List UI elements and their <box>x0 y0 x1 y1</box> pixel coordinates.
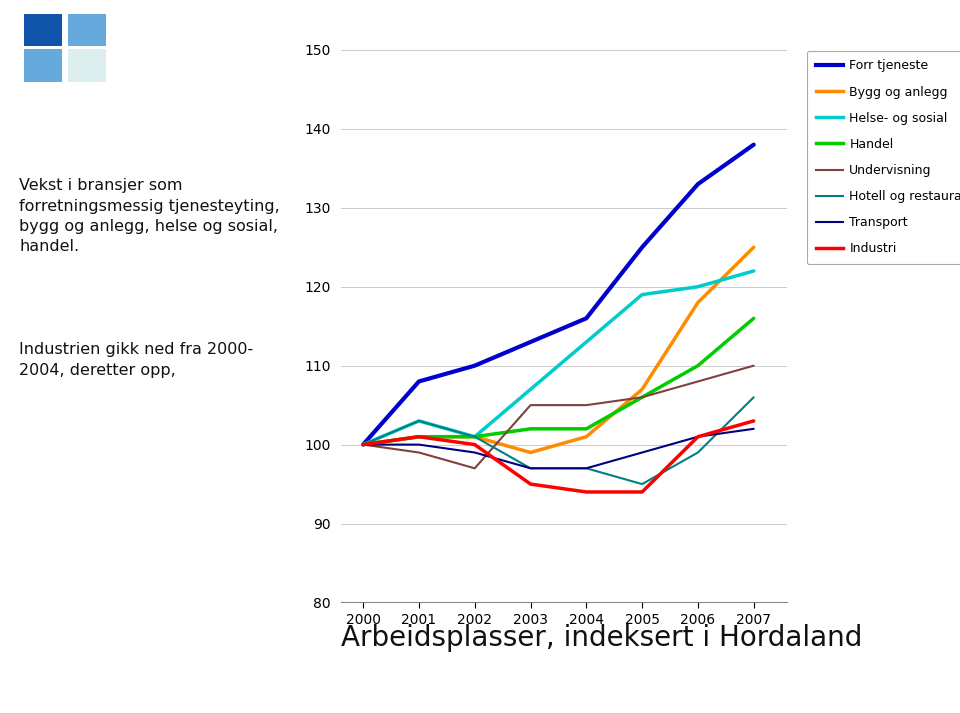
Bygg og anlegg <box>692 298 704 307</box>
Hotell og restaurant <box>469 432 481 441</box>
Handel <box>748 314 759 322</box>
Handel <box>469 432 481 441</box>
Text: 8: 8 <box>907 686 915 699</box>
Transport <box>636 448 648 457</box>
Undervisning <box>525 401 537 409</box>
Forr tjeneste <box>748 140 759 149</box>
Industri <box>636 488 648 496</box>
Industri <box>692 432 704 441</box>
Helse- og sosial <box>581 338 592 347</box>
Undervisning <box>469 464 481 473</box>
Undervisning <box>748 361 759 370</box>
Text: 22.04.2009: 22.04.2009 <box>24 686 91 699</box>
Bygg og anlegg <box>636 385 648 394</box>
Bar <box>24 49 61 82</box>
Line: Industri: Industri <box>363 421 754 492</box>
Text: Knut Vareide: Knut Vareide <box>125 686 201 699</box>
Handel <box>357 441 369 449</box>
Text: telemarksforsking.no: telemarksforsking.no <box>691 686 817 699</box>
Industri <box>357 441 369 449</box>
Forr tjeneste <box>636 243 648 252</box>
Bar <box>68 49 106 82</box>
Transport <box>581 464 592 473</box>
Bygg og anlegg <box>581 432 592 441</box>
Helse- og sosial <box>413 416 424 425</box>
Legend: Forr tjeneste, Bygg og anlegg, Helse- og sosial, Handel, Undervisning, Hotell og: Forr tjeneste, Bygg og anlegg, Helse- og… <box>806 51 960 264</box>
Helse- og sosial <box>469 432 481 441</box>
Line: Forr tjeneste: Forr tjeneste <box>363 145 754 445</box>
Transport <box>692 432 704 441</box>
Hotell og restaurant <box>413 416 424 425</box>
Bar <box>24 14 61 46</box>
Undervisning <box>357 441 369 449</box>
Handel <box>692 361 704 370</box>
Hotell og restaurant <box>636 480 648 488</box>
Hotell og restaurant <box>748 393 759 401</box>
Line: Handel: Handel <box>363 318 754 445</box>
Industri <box>413 432 424 441</box>
Undervisning <box>581 401 592 409</box>
Text: Vekst i bransjer som
forretningsmessig tjenesteyting,
bygg og anlegg, helse og s: Vekst i bransjer som forretningsmessig t… <box>19 178 280 255</box>
Forr tjeneste <box>692 180 704 188</box>
Line: Bygg og anlegg: Bygg og anlegg <box>363 247 754 453</box>
Transport <box>525 464 537 473</box>
Undervisning <box>692 377 704 386</box>
Industri <box>581 488 592 496</box>
Handel <box>413 432 424 441</box>
Transport <box>469 448 481 457</box>
Helse- og sosial <box>636 290 648 299</box>
Helse- og sosial <box>525 385 537 394</box>
Line: Hotell og restaurant: Hotell og restaurant <box>363 397 754 484</box>
Transport <box>413 441 424 449</box>
Hotell og restaurant <box>525 464 537 473</box>
Hotell og restaurant <box>581 464 592 473</box>
Forr tjeneste <box>357 441 369 449</box>
Hotell og restaurant <box>357 441 369 449</box>
Undervisning <box>413 448 424 457</box>
Handel <box>581 424 592 433</box>
Bygg og anlegg <box>748 243 759 252</box>
Forr tjeneste <box>469 361 481 370</box>
Handel <box>636 393 648 401</box>
Bygg og anlegg <box>357 441 369 449</box>
Industri <box>748 416 759 425</box>
Line: Undervisning: Undervisning <box>363 366 754 468</box>
Handel <box>525 424 537 433</box>
Helse- og sosial <box>357 441 369 449</box>
Helse- og sosial <box>748 267 759 275</box>
Hotell og restaurant <box>692 448 704 457</box>
Bygg og anlegg <box>525 448 537 457</box>
Text: Industrien gikk ned fra 2000-
2004, deretter opp,: Industrien gikk ned fra 2000- 2004, dere… <box>19 342 253 378</box>
Bygg og anlegg <box>469 432 481 441</box>
Helse- og sosial <box>692 282 704 291</box>
Forr tjeneste <box>581 314 592 322</box>
Forr tjeneste <box>525 338 537 347</box>
Undervisning <box>636 393 648 401</box>
Bar <box>68 14 106 46</box>
Forr tjeneste <box>413 377 424 386</box>
Industri <box>525 480 537 488</box>
Industri <box>469 441 481 449</box>
Line: Helse- og sosial: Helse- og sosial <box>363 271 754 445</box>
Transport <box>357 441 369 449</box>
Text: Arbeidsplasser, indeksert i Hordaland: Arbeidsplasser, indeksert i Hordaland <box>341 624 862 652</box>
Transport <box>748 424 759 433</box>
Bygg og anlegg <box>413 432 424 441</box>
Line: Transport: Transport <box>363 429 754 468</box>
